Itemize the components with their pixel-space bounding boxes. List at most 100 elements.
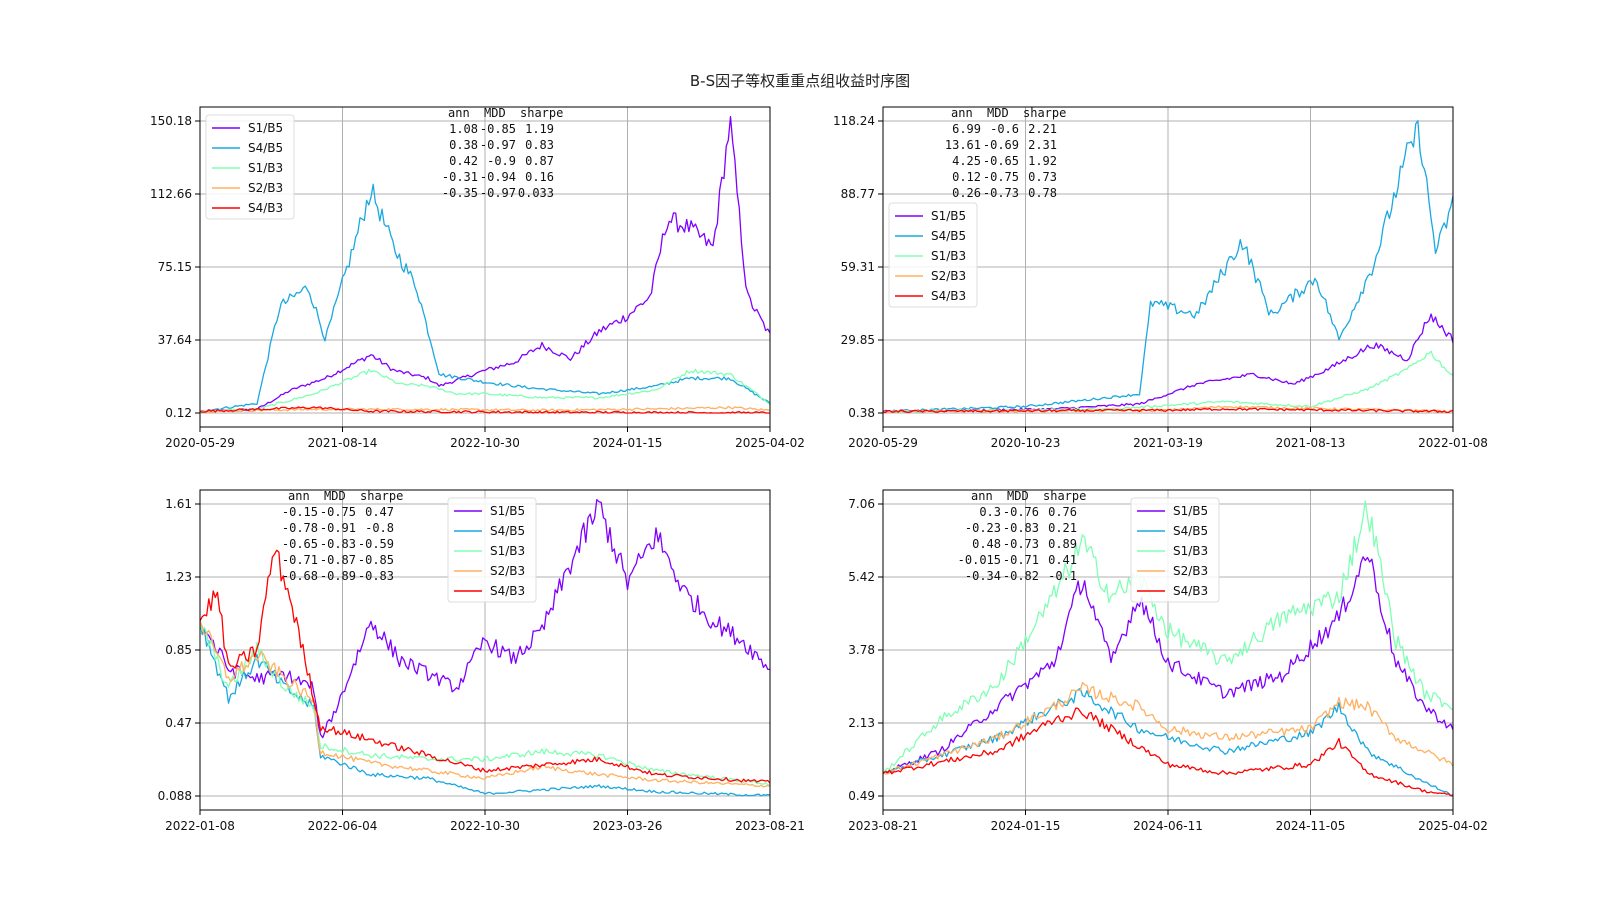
series-group <box>883 500 1453 797</box>
stats-row: -0.015 -0.71 0.41 <box>958 553 1077 567</box>
y-tick-label: 118.24 <box>833 114 875 128</box>
legend-label: S1/B3 <box>931 249 966 263</box>
x-tick-label: 2022-01-08 <box>165 819 235 833</box>
stats-row: 1.08 -0.85 1.19 <box>449 122 554 136</box>
x-tick-label: 2021-03-19 <box>1133 436 1203 450</box>
y-tick-label: 2.13 <box>848 716 875 730</box>
legend-box <box>205 114 295 220</box>
series-line-s4-b5 <box>883 120 1453 413</box>
stats-cell: 0.78 <box>1028 186 1057 200</box>
stats-cell: -0.31 <box>442 170 478 184</box>
stats-row: -0.78 -0.91 -0.8 <box>282 521 394 535</box>
stats-header-cell: ann <box>951 106 973 120</box>
legend-label: S1/B5 <box>931 209 966 223</box>
series-group <box>200 115 770 414</box>
y-tick-label: 1.23 <box>165 570 192 584</box>
stats-cell: 0.89 <box>1048 537 1077 551</box>
x-tick-label: 2020-05-29 <box>848 436 918 450</box>
stats-header-cell: sharpe <box>520 106 563 120</box>
stats-cell: -0.6 <box>990 122 1019 136</box>
y-tick-label: 1.61 <box>165 497 192 511</box>
stats-cell: 0.41 <box>1048 553 1077 567</box>
stats-header-cell: sharpe <box>360 489 403 503</box>
stats-header-cell: ann <box>448 106 470 120</box>
axes-frame <box>882 106 1454 428</box>
legend-label: S4/B5 <box>490 524 525 538</box>
axes-frame <box>882 489 1454 811</box>
stats-cell: -0.15 <box>282 505 318 519</box>
legend: S1/B5 S4/B5 S1/B3 S2/B3 S4/B3 <box>447 497 537 603</box>
series-line-s4-b3 <box>200 406 770 414</box>
stats-row: -0.23 -0.83 0.21 <box>965 521 1077 535</box>
legend-label: S4/B5 <box>248 141 283 155</box>
stats-cell: 0.73 <box>1028 170 1057 184</box>
legend-label: S4/B5 <box>931 229 966 243</box>
stats-cell: -0.97 <box>480 138 516 152</box>
x-tick-label: 2024-11-05 <box>1276 819 1346 833</box>
y-tick-label: 7.06 <box>848 497 875 511</box>
stats-table: ann MDD sharpe 1.08 -0.85 1.19 0.38 -0.97 0.83 0.… <box>442 106 563 200</box>
stats-table: ann MDD sharpe 0.3 -0.76 0.76 -0.23 -0.83 0.21 0.… <box>958 489 1087 583</box>
stats-cell: 0.3 <box>979 505 1001 519</box>
x-tick-label: 2022-06-04 <box>308 819 378 833</box>
y-tick-label: 59.31 <box>841 260 875 274</box>
stats-cell: -0.69 <box>983 138 1019 152</box>
x-tick-label: 2022-01-08 <box>1418 436 1488 450</box>
x-tick-label: 2023-03-26 <box>593 819 663 833</box>
stats-cell: -0.97 <box>480 186 516 200</box>
stats-header-cell: ann <box>288 489 310 503</box>
stats-row: 0.38 -0.97 0.83 <box>449 138 554 152</box>
y-tick-label: 29.85 <box>841 333 875 347</box>
figure-title: B-S因子等权重重点组收益时序图 <box>690 72 910 90</box>
stats-cell: 0.033 <box>518 186 554 200</box>
stats-cell: -0.71 <box>282 553 318 567</box>
stats-cell: 0.26 <box>952 186 981 200</box>
stats-cell: 0.76 <box>1048 505 1077 519</box>
x-tick-label: 2020-10-23 <box>991 436 1061 450</box>
legend-box <box>447 497 537 603</box>
stats-header-cell: MDD <box>484 106 506 120</box>
chart-panel-bottom-left: 0.088 0.47 0.85 1.23 1.61 2022-01-08 2022-06-0… <box>158 489 805 833</box>
stats-cell: -0.85 <box>358 553 394 567</box>
legend-label: S4/B3 <box>490 584 525 598</box>
series-line-s4-b5 <box>200 183 770 412</box>
stats-cell: 0.16 <box>525 170 554 184</box>
stats-cell: 0.21 <box>1048 521 1077 535</box>
y-tick-label: 37.64 <box>158 333 192 347</box>
y-tick-label: 75.15 <box>158 260 192 274</box>
stats-cell: -0.65 <box>983 154 1019 168</box>
legend-label: S2/B3 <box>248 181 283 195</box>
x-tick-label: 2021-08-14 <box>308 436 378 450</box>
stats-cell: -0.83 <box>320 537 356 551</box>
series-line-s1-b5 <box>883 556 1453 774</box>
stats-cell: 0.12 <box>952 170 981 184</box>
y-tick-label: 150.18 <box>150 114 192 128</box>
stats-row: 4.25 -0.65 1.92 <box>952 154 1057 168</box>
series-group <box>200 499 770 797</box>
stats-cell: -0.73 <box>1003 537 1039 551</box>
legend-label: S1/B3 <box>248 161 283 175</box>
y-tick-label: 0.47 <box>165 716 192 730</box>
stats-cell: -0.23 <box>965 521 1001 535</box>
y-tick-label: 112.66 <box>150 187 192 201</box>
stats-cell: -0.1 <box>1048 569 1077 583</box>
x-tick-label: 2025-04-02 <box>1418 819 1488 833</box>
stats-cell: -0.73 <box>983 186 1019 200</box>
legend-label: S1/B5 <box>248 121 283 135</box>
y-tick-label: 0.85 <box>165 643 192 657</box>
stats-row: -0.65 -0.83 -0.59 <box>282 537 394 551</box>
stats-cell: 0.48 <box>972 537 1001 551</box>
legend-label: S2/B3 <box>1173 564 1208 578</box>
legend-label: S4/B3 <box>248 201 283 215</box>
y-tick-label: 0.38 <box>848 406 875 420</box>
series-line-s1-b3 <box>883 500 1453 774</box>
stats-cell: 2.21 <box>1028 122 1057 136</box>
legend-label: S4/B3 <box>931 289 966 303</box>
x-tick-label: 2023-08-21 <box>848 819 918 833</box>
series-group <box>883 120 1453 414</box>
stats-row: 0.26 -0.73 0.78 <box>952 186 1057 200</box>
stats-cell: -0.59 <box>358 537 394 551</box>
chart-panel-top-right: 0.38 29.85 59.31 88.77 118.24 2020-05-29 2020-… <box>833 106 1488 450</box>
stats-cell: 0.42 <box>449 154 478 168</box>
stats-table: ann MDD sharpe -0.15 -0.75 0.47 -0.78 -0.91 -0.8… <box>282 489 403 583</box>
